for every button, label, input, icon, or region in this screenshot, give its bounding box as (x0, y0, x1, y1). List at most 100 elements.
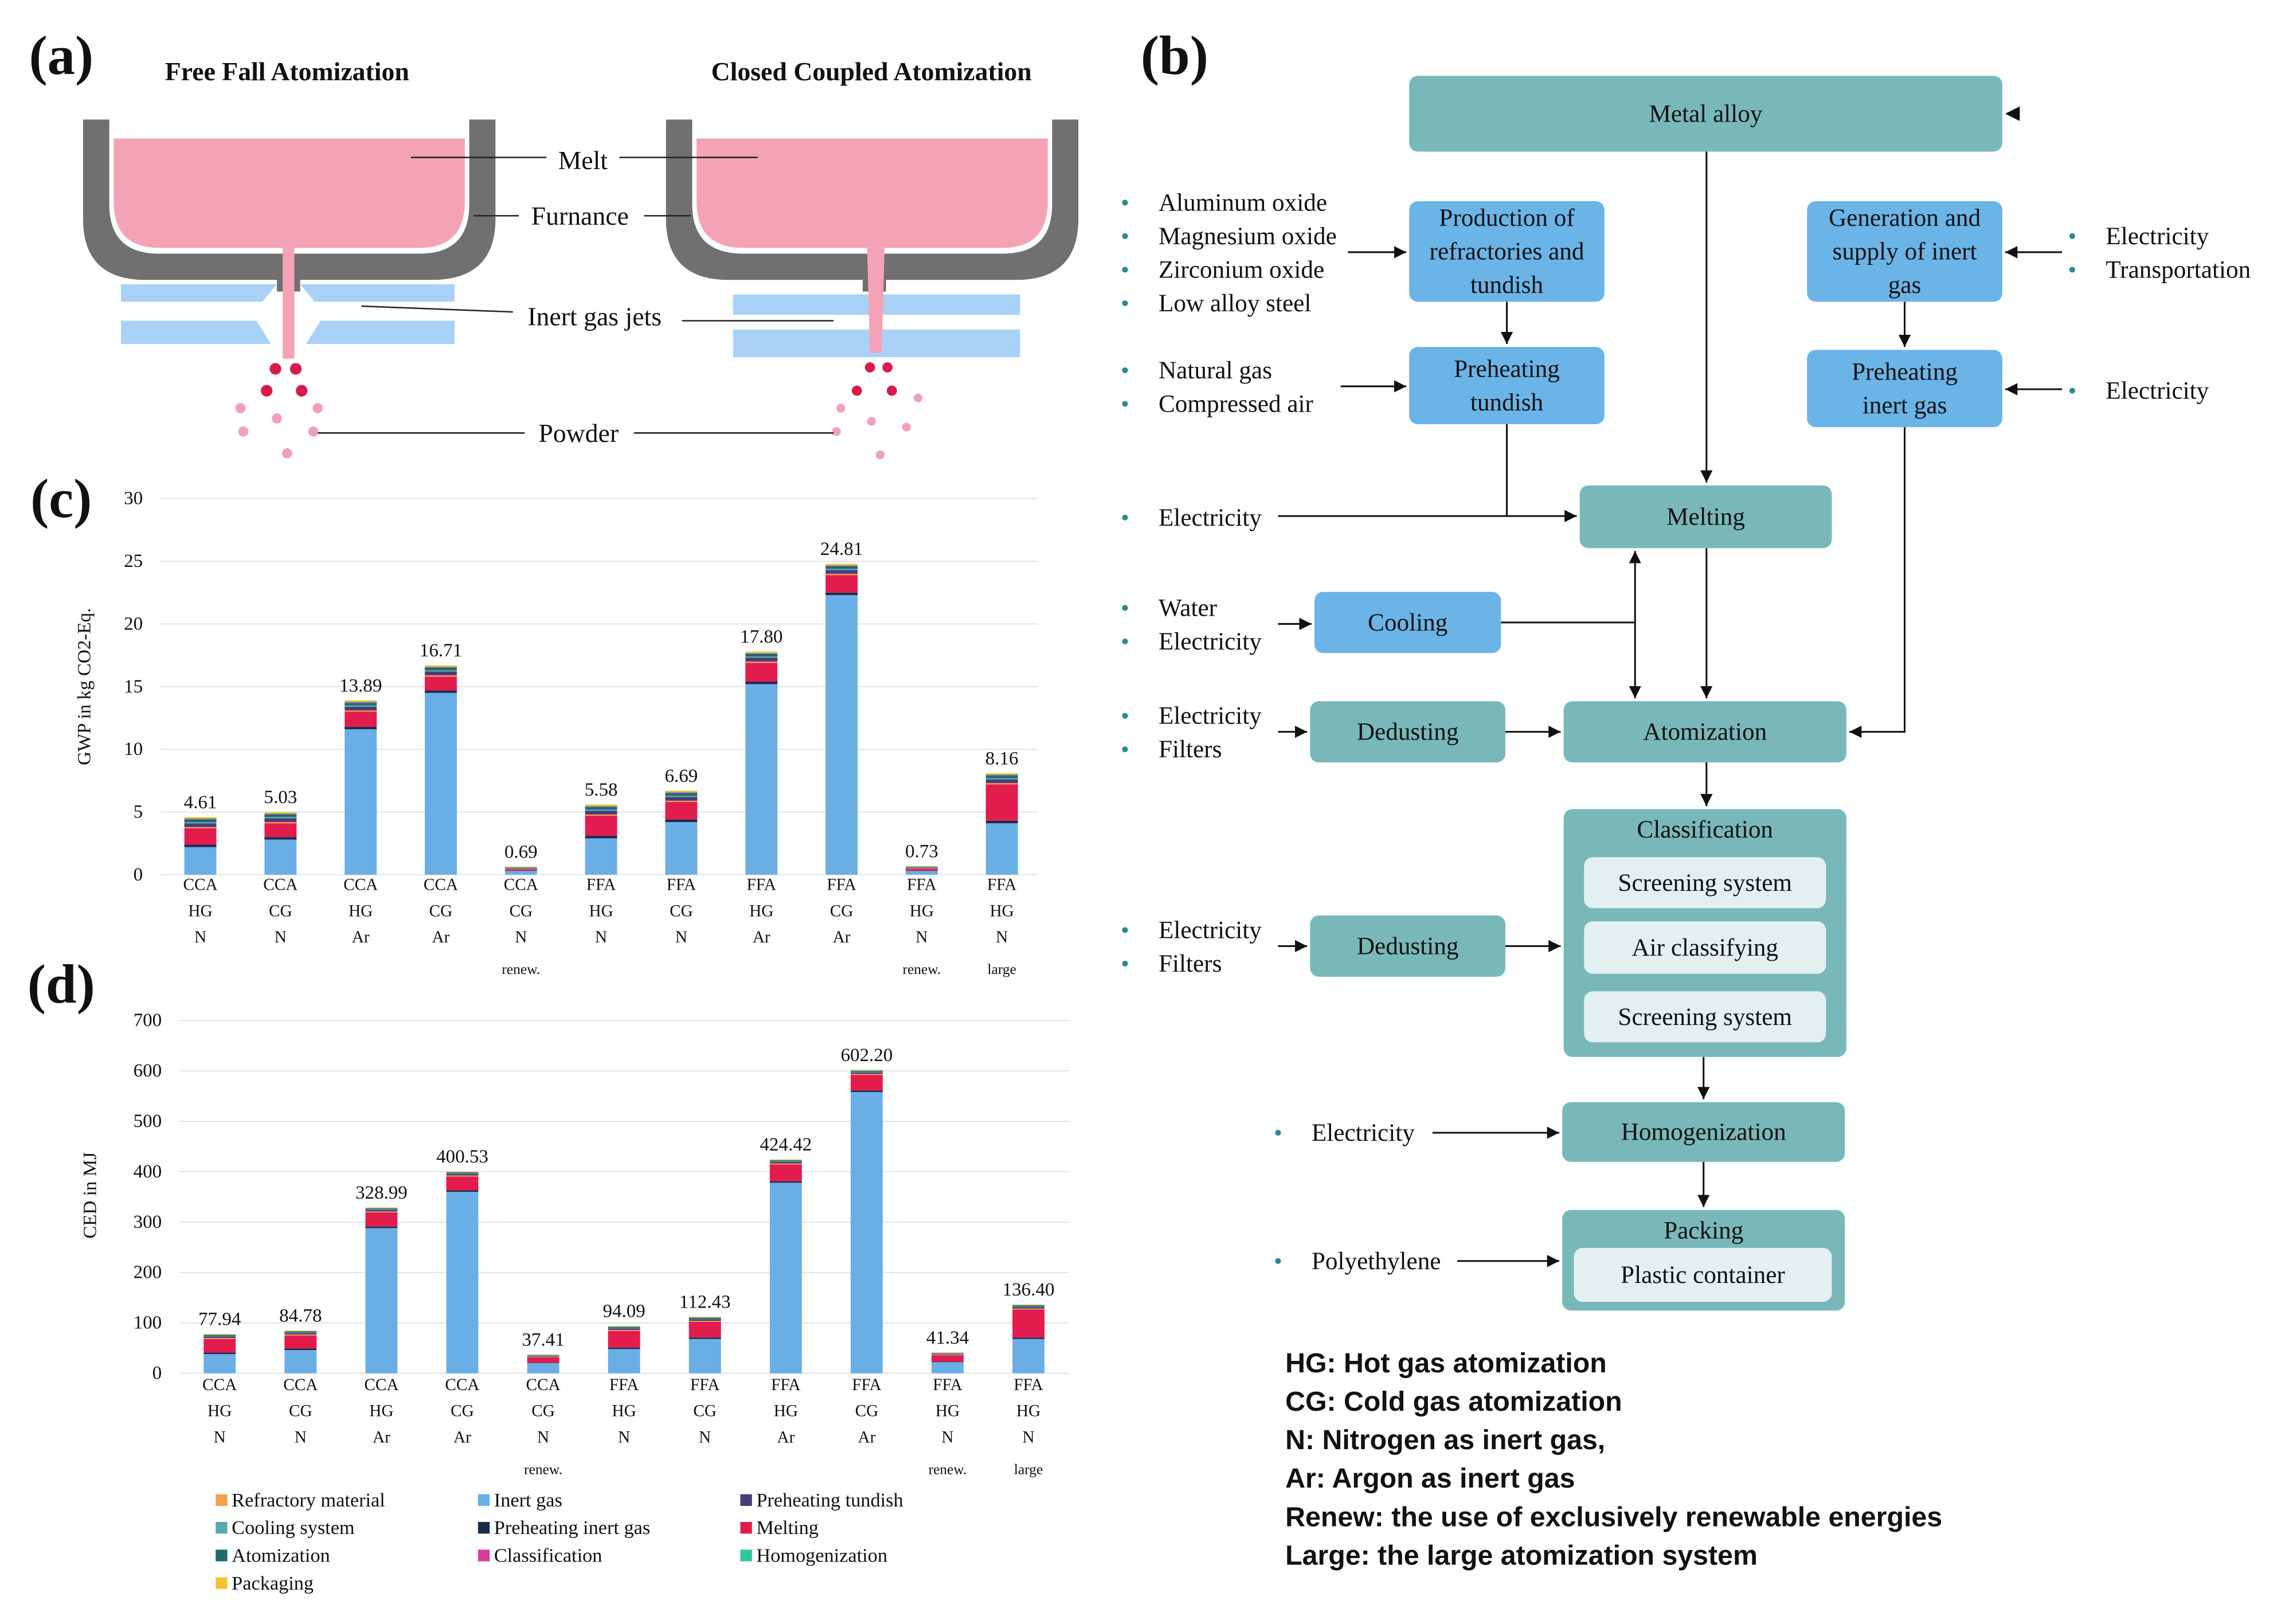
bar-segment (825, 573, 858, 576)
bar-segment (425, 690, 457, 693)
input-label: Electricity (1159, 916, 1262, 944)
y-tick-label: 0 (134, 864, 143, 885)
bar-segment (665, 791, 698, 792)
bullet (1122, 927, 1128, 933)
legend-swatch (478, 1549, 490, 1562)
legend-swatch (740, 1521, 752, 1534)
melt (114, 138, 465, 248)
node-label: Dedusting (1357, 718, 1459, 746)
bullet (1122, 960, 1128, 967)
x-tick-label: Ar (833, 928, 851, 946)
x-tick-label: CCA (504, 876, 538, 894)
bar-segment (345, 703, 377, 706)
bar-segment (769, 1159, 802, 1160)
bar-segment (985, 783, 1018, 785)
flow-node (1563, 701, 1846, 763)
node-label: Cooling (1368, 609, 1447, 636)
x-tick-label: N (941, 1428, 953, 1446)
bar-segment (527, 1356, 559, 1357)
bar-segment (425, 665, 457, 667)
bar-segment (504, 871, 537, 875)
input-label: Magnesium oxide (1159, 222, 1337, 250)
x-tick-label: FFA (987, 876, 1016, 894)
node-label: Production of (1439, 204, 1575, 232)
bar-segment (905, 867, 938, 868)
bar-segment (769, 1163, 802, 1165)
bullet (2069, 267, 2075, 273)
bar-segment (585, 838, 617, 875)
melt-stream (867, 248, 885, 353)
bar-segment (204, 1336, 236, 1337)
bullet (1122, 233, 1128, 240)
bar-segment (825, 569, 858, 570)
node-label: Generation and (1829, 204, 1981, 232)
bullet (1122, 199, 1128, 206)
bar-segment (184, 819, 217, 820)
node-label: Melting (1666, 503, 1745, 531)
legend-swatch (216, 1521, 228, 1534)
bar-segment (825, 563, 858, 565)
x-tick-label: FFA (690, 1376, 719, 1394)
note: HG: Hot gas atomization (1285, 1348, 1607, 1379)
bar-segment (825, 592, 858, 596)
bar-segment (425, 670, 457, 672)
bullet (1275, 1258, 1281, 1264)
x-tick-label: HG (990, 902, 1014, 920)
panel-b: (b) Metal alloy Production of refractories… (1122, 25, 2251, 1571)
arrow-head (2005, 106, 2020, 122)
panel-label: (d) (28, 953, 95, 1015)
bar-segment (850, 1092, 883, 1373)
bar-segment (608, 1349, 640, 1373)
x-tick-label: FFA (771, 1376, 800, 1394)
input-label: Electricity (1159, 702, 1262, 730)
x-tick-label: CG (855, 1402, 879, 1420)
bar-segment (1012, 1339, 1045, 1373)
bar-segment (264, 813, 297, 815)
x-tick-label: HG (936, 1402, 960, 1420)
panel-c-d: 0 5 10 15 20 25 30 (c) GWP in kg CO2-Eq. 4.61 CCA H… (28, 468, 1070, 1594)
node-label: supply of inert (1832, 238, 1977, 265)
total-label: 4.61 (184, 792, 217, 813)
bar-segment (1012, 1306, 1045, 1308)
node-label: refractories and (1430, 238, 1584, 265)
bar-segment (745, 662, 778, 663)
bar-segment (665, 796, 698, 797)
bar-segment (825, 566, 858, 569)
input-label: Water (1159, 594, 1218, 621)
total-label: 84.78 (279, 1305, 322, 1326)
node-label: gas (1888, 271, 1922, 299)
bar-segment (264, 823, 297, 838)
bar-segment (264, 812, 297, 813)
bar-segment (365, 1207, 398, 1208)
legend-label: Preheating tundish (756, 1489, 903, 1511)
node-label: Dedusting (1357, 932, 1459, 960)
bar-segment (284, 1330, 317, 1331)
input-label: Filters (1159, 950, 1222, 977)
panel-a: (a) Free Fall Atomization Closed Coupled… (29, 25, 1079, 460)
panel-label: (c) (30, 468, 92, 529)
bar-segment (365, 1210, 398, 1212)
bar-segment (284, 1335, 317, 1349)
total-label: 41.34 (926, 1328, 969, 1348)
bar-segment (504, 867, 537, 868)
note: Renew: the use of exclusively renewable … (1285, 1501, 1942, 1532)
bar-segment (446, 1190, 479, 1192)
gas-jet (120, 320, 271, 345)
bar-segment (365, 1228, 398, 1373)
bar-segment (365, 1226, 398, 1228)
powder (261, 362, 897, 397)
callout: Powder (538, 418, 619, 448)
bar-segment (425, 671, 457, 676)
bar-segment (665, 797, 698, 801)
x-tick-label: Ar (432, 928, 450, 946)
bar-segment (585, 805, 617, 807)
bar-segment (264, 821, 297, 824)
bar-segment (745, 651, 778, 653)
x-tick-label: CCA (343, 876, 378, 894)
bar-segment (284, 1350, 317, 1373)
bar-segment (905, 866, 938, 867)
bar-segment (204, 1336, 236, 1339)
x-tick-label: CG (429, 902, 453, 920)
x-tick-label: HG (188, 902, 212, 920)
bar-segment (608, 1329, 640, 1331)
